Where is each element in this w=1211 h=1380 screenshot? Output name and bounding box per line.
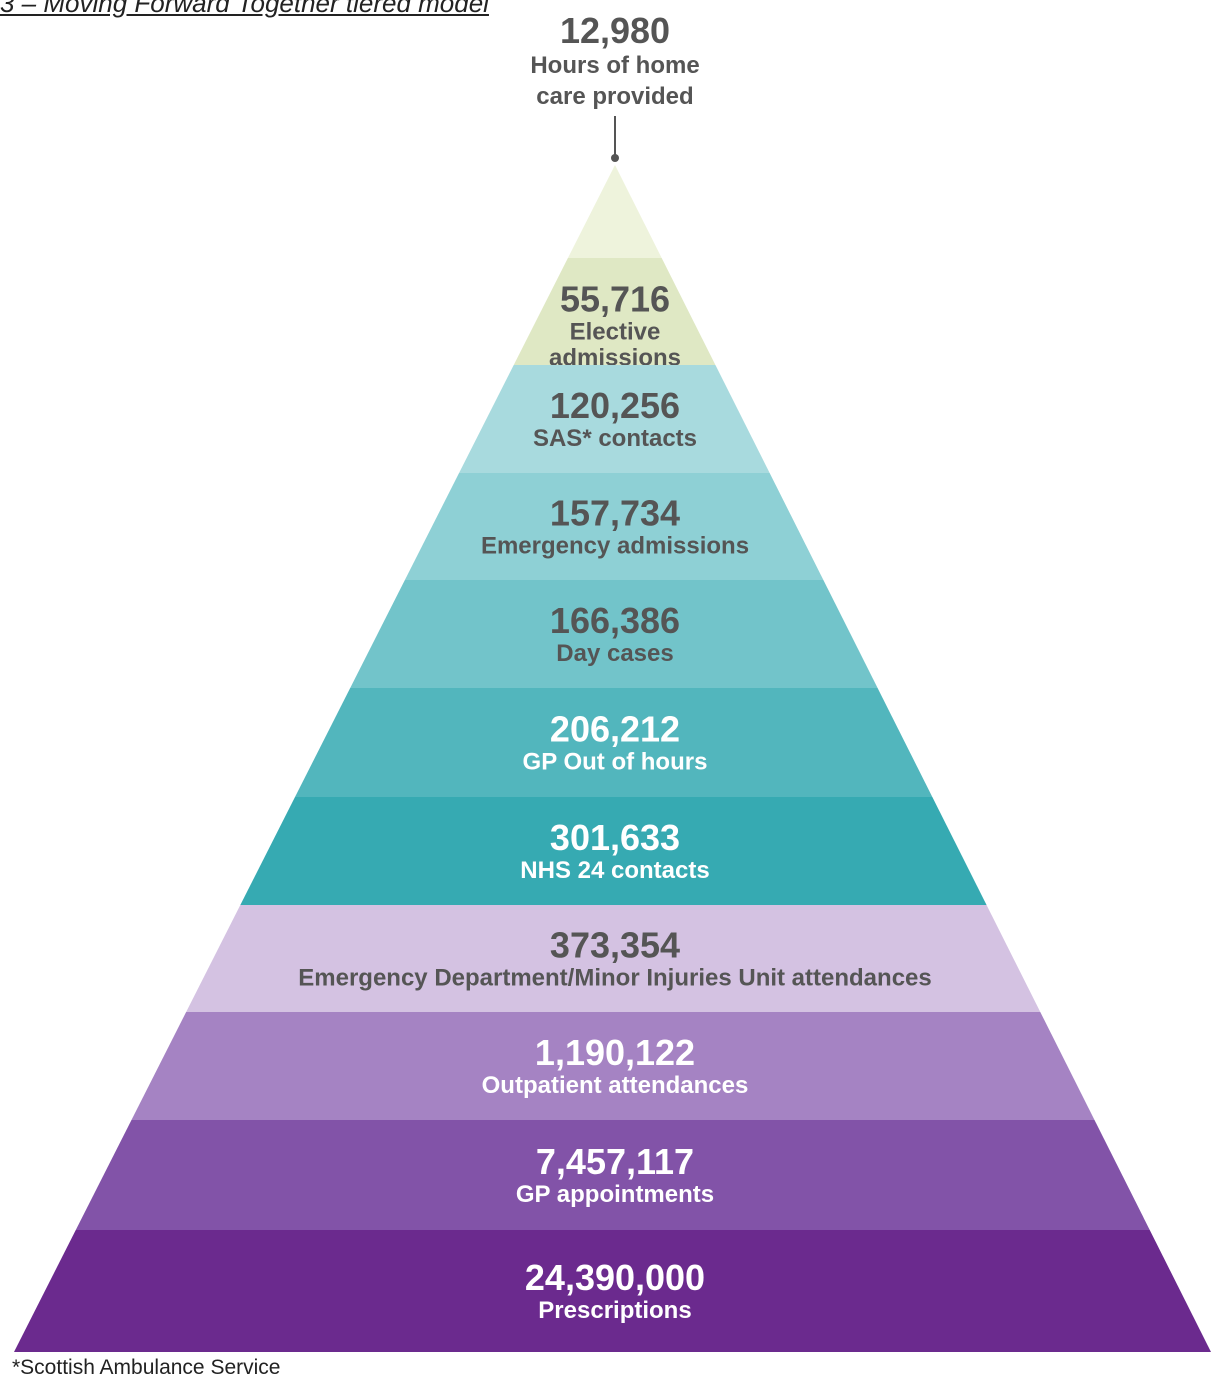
tier-value: 373,354	[550, 925, 680, 966]
tier-label: Elective	[570, 319, 661, 346]
tier-band	[350, 580, 878, 688]
tier-label: NHS 24 contacts	[520, 857, 709, 884]
tier-band	[186, 905, 1041, 1012]
figure-heading: 3 – Moving Forward Together tiered model	[0, 0, 489, 18]
tier-label: GP appointments	[516, 1181, 714, 1208]
apex-label: Hours of home care provided	[415, 50, 815, 112]
tier-value: 166,386	[550, 600, 680, 641]
apex-label-line: care provided	[536, 83, 694, 110]
tier-label: GP Out of hours	[523, 749, 708, 776]
tier-value: 1,190,122	[535, 1032, 695, 1073]
tier-band	[513, 258, 716, 365]
tier-label: SAS* contacts	[533, 425, 697, 452]
apex-label-line: Hours of home	[530, 52, 700, 79]
tier-label: Day cases	[556, 640, 673, 667]
tier-band	[459, 365, 770, 473]
tier-band	[14, 1230, 1211, 1352]
tier-label: Emergency Department/Minor Injuries Unit…	[298, 965, 931, 992]
footnote: *Scottish Ambulance Service	[12, 1356, 281, 1379]
tier-band	[75, 1120, 1150, 1230]
tier-band	[295, 688, 933, 797]
tier-label: Outpatient attendances	[482, 1072, 749, 1099]
tier-value: 157,734	[550, 493, 680, 534]
apex-value: 12,980	[559, 10, 671, 51]
tier-value: 24,390,000	[525, 1257, 705, 1298]
tier-label: Emergency admissions	[481, 533, 749, 560]
apex-connector-line	[614, 116, 616, 158]
apex-connector-dot	[611, 154, 619, 162]
tier-band	[131, 1012, 1095, 1120]
tier-band	[240, 797, 987, 905]
tier-label: Prescriptions	[538, 1297, 691, 1324]
pyramid-apex-tip	[567, 165, 662, 258]
tier-value: 301,633	[550, 817, 680, 858]
tier-value: 55,716	[560, 279, 670, 320]
tier-value: 120,256	[550, 385, 680, 426]
tier-value: 7,457,117	[536, 1141, 694, 1182]
tier-value: 206,212	[550, 709, 680, 750]
tier-band	[404, 473, 824, 580]
